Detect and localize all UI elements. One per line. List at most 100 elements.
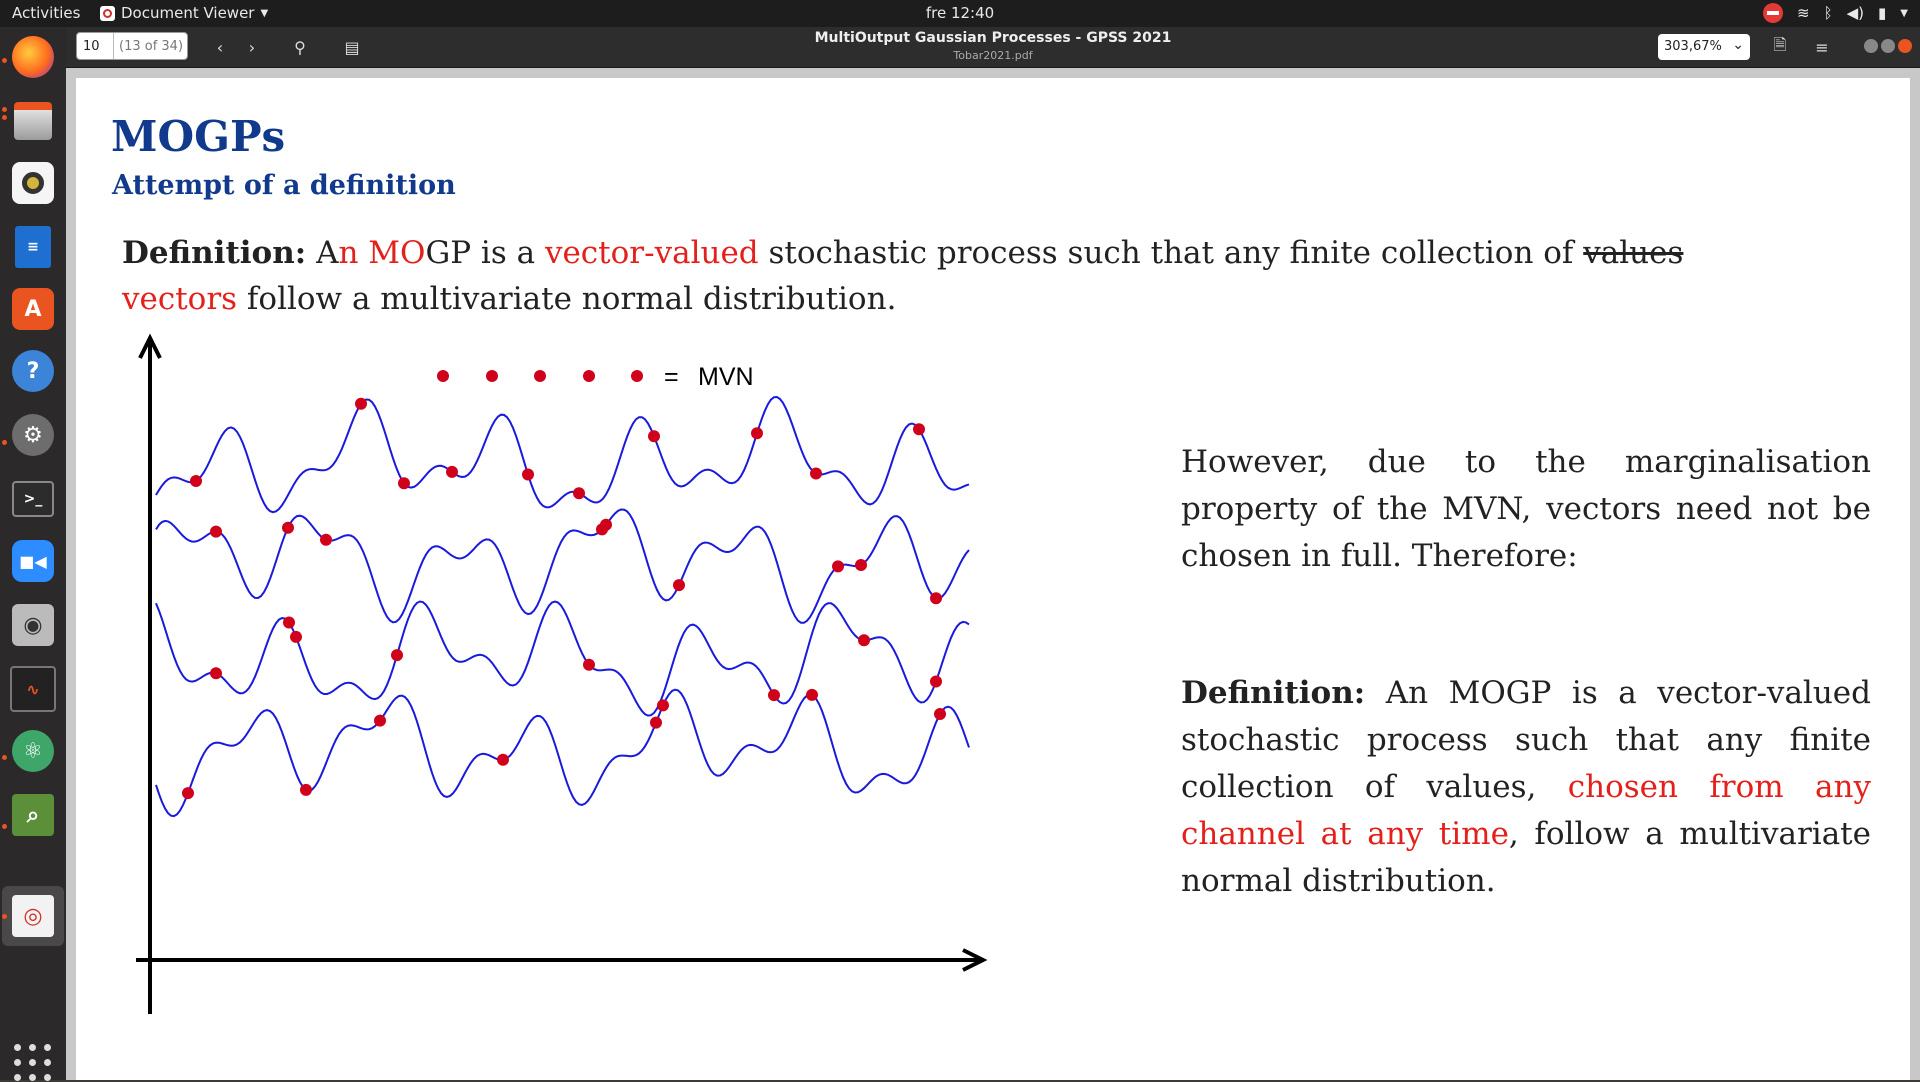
def1-text: follow a multivariate normal distributio… bbox=[237, 281, 897, 317]
sample-point bbox=[657, 699, 669, 712]
sample-point bbox=[190, 475, 202, 487]
def2-text: An MOGP is a vector-valued stochastic pr… bbox=[1181, 675, 1871, 805]
help-icon: ? bbox=[12, 350, 54, 392]
dock-document-viewer[interactable]: ◎ bbox=[9, 892, 57, 940]
running-indicator bbox=[2, 107, 7, 112]
clock[interactable]: fre 12:40 bbox=[925, 4, 995, 22]
search-button[interactable]: ⚲ bbox=[286, 33, 314, 61]
activities-button[interactable]: Activities bbox=[12, 4, 81, 22]
firefox-icon bbox=[12, 36, 54, 78]
dock-files[interactable] bbox=[9, 97, 57, 145]
search-icon: ⚲ bbox=[294, 37, 306, 57]
clipboard-icon: ▤ bbox=[344, 37, 360, 57]
definition-two: Definition: An MOGP is a vector-valued s… bbox=[1181, 670, 1871, 905]
bluetooth-icon[interactable]: ᛒ bbox=[1823, 4, 1833, 22]
minimize-button[interactable] bbox=[1864, 39, 1878, 53]
show-applications-button[interactable] bbox=[14, 1044, 52, 1082]
header-bar: 10 (13 of 34) ‹ › ⚲ ▤ MultiOutput Gaussi… bbox=[66, 27, 1920, 68]
document-view[interactable]: MOGPs Attempt of a definition Definition… bbox=[66, 68, 1920, 1080]
sample-point bbox=[398, 477, 410, 490]
def1-highlight: vector-valued bbox=[544, 235, 759, 271]
sample-point bbox=[832, 560, 844, 573]
files-icon bbox=[14, 102, 52, 140]
document-viewer-icon bbox=[100, 5, 115, 21]
image-viewer-icon: ⌕ bbox=[12, 794, 54, 836]
document-viewer-icon: ◎ bbox=[12, 895, 54, 937]
dock-help[interactable]: ? bbox=[9, 347, 57, 395]
y-axis-arrow bbox=[138, 333, 162, 359]
wifi-icon[interactable]: ≋ bbox=[1797, 4, 1810, 22]
mogp-diagram: = MVN bbox=[136, 333, 988, 1014]
terminal-icon: >_ bbox=[12, 481, 54, 517]
zoom-select[interactable]: 303,67% ⌄ bbox=[1658, 34, 1750, 60]
chevron-down-icon[interactable]: ▼ bbox=[1900, 7, 1908, 19]
running-indicator bbox=[2, 115, 7, 120]
dock-rhythmbox[interactable] bbox=[9, 159, 57, 207]
grid-dot-icon bbox=[44, 1059, 51, 1066]
dock-terminal[interactable]: >_ bbox=[9, 475, 57, 523]
divider bbox=[113, 33, 114, 59]
dock-settings[interactable]: ⚙ bbox=[9, 411, 57, 459]
volume-icon[interactable]: ◀) bbox=[1846, 4, 1865, 22]
system-tray[interactable]: ≋ ᛒ ◀) ▮ ▼ bbox=[1763, 3, 1908, 23]
camera-icon: ◉ bbox=[12, 604, 54, 646]
dock-firefox[interactable] bbox=[9, 33, 57, 81]
sample-point bbox=[673, 579, 685, 592]
previous-page-button[interactable]: ‹ bbox=[206, 33, 234, 61]
software-center-icon: A bbox=[12, 288, 54, 330]
sample-point bbox=[806, 688, 818, 701]
sample-point bbox=[522, 468, 534, 481]
annotate-button[interactable]: 🗎 bbox=[1766, 33, 1794, 61]
dock-zoom[interactable]: ■◀ bbox=[9, 537, 57, 585]
definition-label: Definition: bbox=[1181, 675, 1366, 711]
sidebar-toggle-button[interactable]: ▤ bbox=[338, 33, 366, 61]
legend-equals: = bbox=[664, 363, 679, 391]
grid-dot-icon bbox=[29, 1074, 36, 1081]
definition-one: Definition: An MOGP is a vector-valued s… bbox=[122, 230, 1920, 322]
grid-dot-icon bbox=[29, 1044, 36, 1051]
app-menu[interactable]: Document Viewer ▼ bbox=[100, 4, 268, 22]
main-menu-button[interactable]: ≡ bbox=[1808, 33, 1836, 61]
close-button[interactable] bbox=[1898, 39, 1912, 53]
x-axis-arrow bbox=[962, 948, 988, 972]
legend-dot bbox=[534, 370, 546, 382]
slide-subtitle: Attempt of a definition bbox=[112, 170, 456, 201]
sample-point bbox=[930, 675, 942, 688]
do-not-disturb-icon[interactable] bbox=[1763, 3, 1784, 23]
sample-point bbox=[182, 787, 194, 800]
next-page-button[interactable]: › bbox=[238, 33, 266, 61]
document-edit-icon: 🗎 bbox=[1773, 34, 1787, 54]
slide-title: MOGPs bbox=[111, 112, 286, 161]
dock-atom[interactable]: ⚛ bbox=[9, 727, 57, 775]
window-subtitle: Tobar2021.pdf bbox=[953, 49, 1033, 62]
sample-point bbox=[283, 616, 295, 629]
page-selector[interactable]: 10 (13 of 34) bbox=[76, 32, 188, 60]
slide-page: MOGPs Attempt of a definition Definition… bbox=[76, 78, 1910, 1080]
dock-software[interactable]: A bbox=[9, 285, 57, 333]
chevron-down-icon: ⌄ bbox=[1732, 37, 1744, 53]
legend-dot bbox=[437, 370, 449, 382]
def2-highlight: chosen from any channel at any time bbox=[1181, 769, 1872, 852]
sample-point bbox=[320, 533, 332, 546]
writer-icon: ≡ bbox=[15, 226, 51, 268]
maximize-button[interactable] bbox=[1881, 39, 1895, 53]
grid-dot-icon bbox=[14, 1059, 21, 1066]
page-number-input[interactable]: 10 bbox=[83, 39, 100, 54]
page-count: (13 of 34) bbox=[119, 39, 184, 54]
sample-curve bbox=[155, 508, 970, 624]
dock-camera[interactable]: ◉ bbox=[9, 601, 57, 649]
chevron-left-icon: ‹ bbox=[216, 37, 224, 57]
sample-point bbox=[650, 716, 662, 729]
hamburger-icon: ≡ bbox=[1815, 37, 1829, 57]
dock-writer[interactable]: ≡ bbox=[9, 223, 57, 271]
sample-point bbox=[751, 427, 763, 440]
battery-icon[interactable]: ▮ bbox=[1878, 4, 1887, 22]
sample-point bbox=[391, 649, 403, 662]
atom-icon: ⚛ bbox=[12, 730, 54, 772]
dock-image-viewer[interactable]: ⌕ bbox=[9, 791, 57, 839]
dock-system-monitor[interactable]: ∿ bbox=[9, 665, 57, 713]
sample-point bbox=[573, 487, 585, 500]
sample-curve bbox=[155, 395, 970, 514]
zoom-value: 303,67% bbox=[1664, 39, 1722, 54]
legend-dot bbox=[486, 370, 498, 382]
